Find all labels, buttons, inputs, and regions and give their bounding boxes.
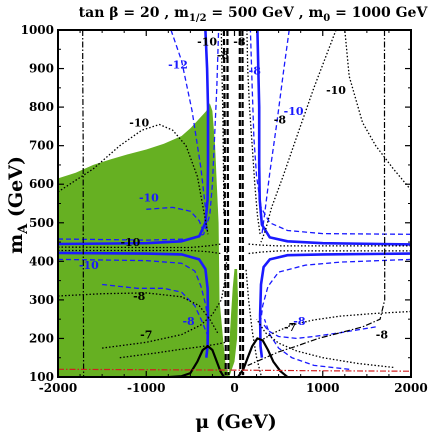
chart-title: tan β = 20 , m1/2 = 500 GeV , m0 = 1000 … (79, 5, 428, 24)
x-tick-label-3: 1000 (306, 381, 339, 395)
y-tick-label-0: 100 (29, 370, 54, 384)
contour-label-4: -8 (249, 65, 262, 78)
tick-layer: -2000 -1000 0 1000 2000 100 200 300 400 500 600 700… (21, 23, 428, 395)
red-dash-dot-contour-37 (58, 368, 411, 372)
contour-label-3: -12 (168, 59, 188, 72)
contour-label-15: -8 (293, 315, 306, 328)
black-dashed-contour-32 (241, 30, 245, 376)
blue-dashed-contour-8 (146, 206, 206, 235)
blue-dashed-contour-9 (249, 30, 411, 235)
contour-label-8: -10 (129, 117, 149, 130)
contour-label-layer: -10-8-8-12 -8-10-10-8-10-10-10-10-8-8-7-8… (79, 36, 388, 342)
contour-label-6: -10 (284, 105, 304, 118)
blue-dashed-contour-7 (102, 283, 209, 337)
contour-label-16: -7 (284, 321, 296, 334)
black-dotted-contour-14 (58, 123, 209, 235)
y-axis-label: mA (GeV) (5, 156, 31, 254)
contour-label-10: -10 (120, 236, 140, 249)
contour-label-2: -8 (233, 36, 246, 49)
black-solid-contour-36 (237, 337, 289, 377)
black-dotted-contour-22 (247, 243, 411, 247)
blue-dashed-contour-11 (261, 30, 290, 235)
x-tick-label-1: -1000 (127, 381, 165, 395)
black-dotted-contour-18 (119, 341, 226, 359)
blue-dashed-contour-4 (58, 30, 220, 241)
y-tick-label-4: 500 (29, 216, 54, 230)
y-tick-label-8: 900 (29, 62, 54, 76)
contour-label-5: -10 (326, 84, 346, 97)
contour-label-17: -8 (376, 329, 389, 342)
black-dotted-contour-27 (220, 30, 225, 216)
black-dotted-contour-17 (58, 292, 220, 335)
black-dotted-contour-19 (102, 245, 229, 349)
contour-label-1: -8 (217, 49, 230, 62)
contour-label-9: -10 (139, 192, 159, 205)
y-tick-label-3: 400 (29, 254, 54, 268)
x-tick-label-4: 2000 (394, 381, 427, 395)
blue-dashed-contour-10 (260, 258, 411, 320)
contour-label-14: -7 (140, 329, 152, 342)
y-tick-label-2: 300 (29, 293, 54, 307)
black-dotted-contour-25 (256, 318, 394, 369)
black-dotted-contour-20 (344, 30, 411, 191)
x-tick-label-0: -2000 (39, 381, 77, 395)
blue-dashed-contour-13 (263, 318, 350, 370)
blue-dashed-contour-5 (58, 258, 209, 320)
contour-layer (58, 30, 411, 377)
y-tick-label-6: 700 (29, 139, 54, 153)
contour-label-11: -10 (79, 259, 99, 272)
y-tick-label-7: 800 (29, 100, 54, 114)
blue-solid-contour-0 (58, 30, 210, 246)
black-dash-dot-contour-33 (82, 30, 85, 377)
x-tick-label-2: 0 (230, 381, 238, 395)
black-dashed-contour-31 (238, 30, 242, 376)
y-tick-label-9: 1000 (21, 23, 54, 37)
x-axis-label: μ (GeV) (195, 411, 277, 433)
blue-solid-contour-3 (258, 252, 411, 358)
blue-dashed-contour-6 (170, 30, 208, 231)
y-tick-label-1: 200 (29, 331, 54, 345)
black-dashed-contour-30 (226, 30, 230, 376)
black-dotted-contour-15 (58, 243, 222, 249)
contour-label-7: -8 (274, 113, 287, 126)
black-dotted-contour-24 (260, 310, 411, 341)
y-tick-label-5: 600 (29, 177, 54, 191)
blue-solid-contour-1 (58, 251, 210, 358)
contour-label-12: -8 (133, 290, 146, 303)
blue-solid-contour-2 (256, 30, 411, 246)
black-dotted-contour-16 (58, 249, 222, 255)
black-dashed-contour-29 (222, 30, 227, 376)
contour-label-0: -10 (197, 36, 217, 49)
blue-dashed-contour-12 (262, 322, 376, 340)
contour-label-13: -8 (182, 315, 195, 328)
black-solid-contour-35 (170, 345, 225, 377)
black-dotted-contour-23 (247, 250, 411, 255)
black-dotted-contour-26 (246, 30, 261, 235)
black-dotted-contour-28 (245, 268, 262, 376)
